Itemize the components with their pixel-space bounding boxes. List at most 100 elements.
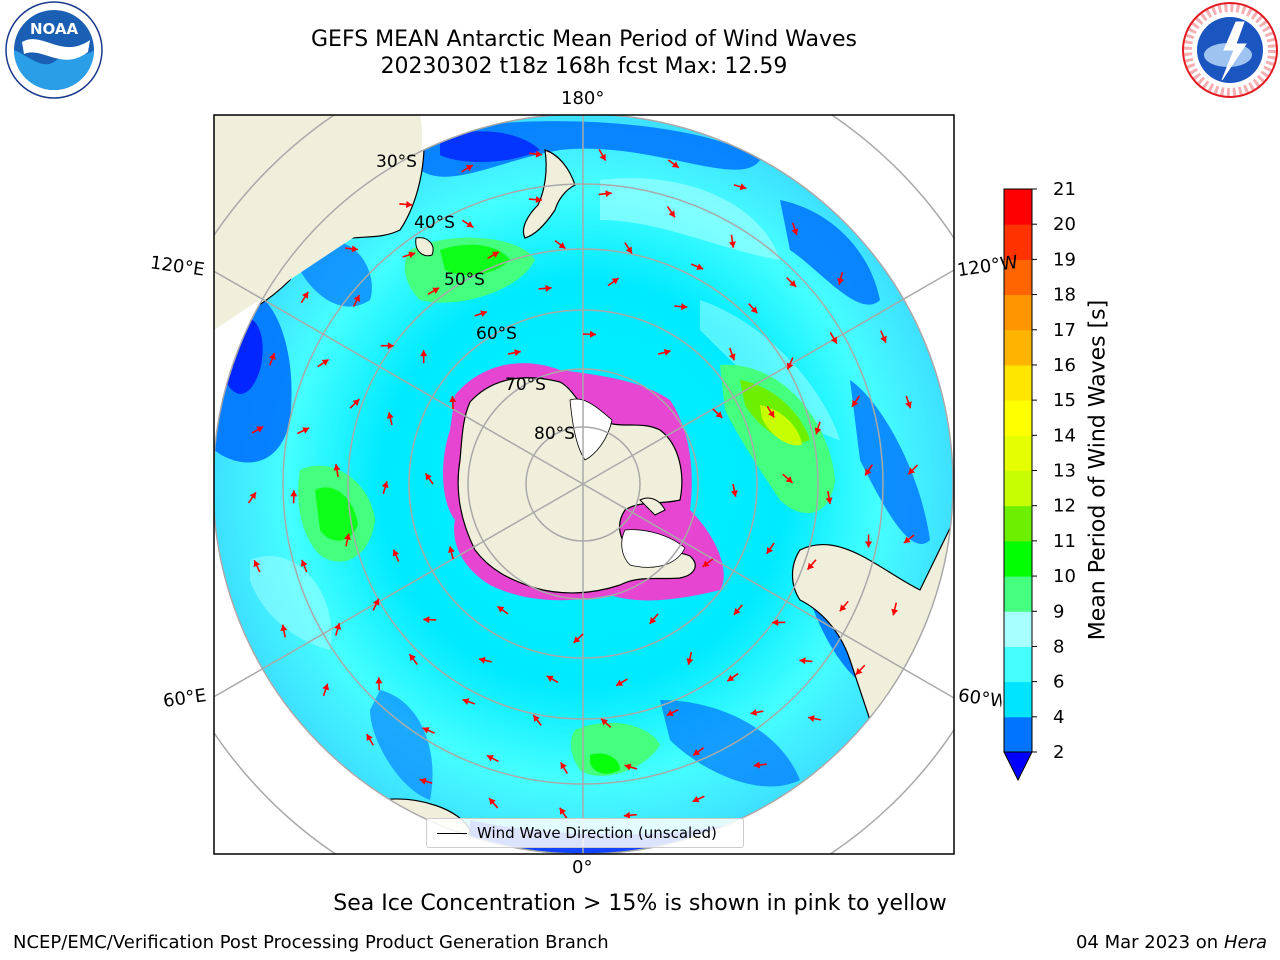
- wave-arrow-head: [573, 636, 581, 643]
- colorbar-segment: [1004, 259, 1032, 296]
- colorbar-extend-triangle: [1003, 751, 1033, 782]
- chart-title: GEFS MEAN Antarctic Mean Period of Wind …: [311, 27, 857, 52]
- wave-arrow-head: [599, 153, 606, 161]
- lat-label-50s: 50°S: [444, 270, 485, 290]
- wave-arrow-head: [333, 464, 341, 471]
- wave-arrow-head: [830, 336, 837, 344]
- wind-wave-arrows: [247, 148, 919, 820]
- wave-arrow-head: [625, 246, 632, 254]
- lon-label-180: 180°: [561, 88, 605, 109]
- colorbar-tick-label: 12: [1053, 496, 1076, 517]
- wave-arrow-head: [387, 342, 394, 350]
- wave-arrow-head: [535, 150, 543, 158]
- wave-arrow-head: [559, 807, 566, 815]
- wave-arrow-head: [908, 467, 916, 475]
- svg-text:NOAA: NOAA: [30, 20, 79, 38]
- credit-text: NCEP/EMC/Verification Post Processing Pr…: [13, 932, 609, 953]
- wave-arrow-head: [772, 619, 779, 627]
- wave-arrow-head: [545, 284, 552, 292]
- wave-arrow-head: [405, 200, 413, 208]
- wave-arrow-head: [375, 677, 383, 684]
- wave-arrow-head: [420, 350, 428, 357]
- wave-arrow-head: [799, 657, 806, 665]
- wave-arrow-head: [409, 654, 416, 661]
- wave-arrow-head: [560, 762, 567, 770]
- wave-arrow-head: [462, 698, 470, 705]
- wave-arrow-head: [753, 761, 761, 769]
- wave-arrow-head: [449, 396, 457, 403]
- wave-arrow-head: [649, 617, 657, 624]
- wave-arrow-head: [729, 241, 736, 248]
- wave-arrow-head: [855, 667, 863, 675]
- wave-arrow-head: [423, 616, 430, 624]
- map-frame: [213, 114, 955, 855]
- wave-arrow-head: [589, 330, 596, 338]
- wave-arrow-head: [668, 210, 675, 218]
- wave-arrow-head: [486, 755, 494, 762]
- colorbar-tick-label: 16: [1053, 355, 1076, 376]
- wave-arrow-head: [492, 251, 499, 258]
- colorbar-segment: [1004, 540, 1032, 577]
- wave-arrow-head: [623, 811, 631, 819]
- nws-logo: [1182, 2, 1278, 98]
- wave-arrow-head: [546, 675, 554, 682]
- colorbar-segment: [1004, 364, 1032, 401]
- wave-arrow-head: [692, 795, 700, 803]
- colorbar-tick-label: 18: [1053, 285, 1076, 306]
- colorbar-segment: [1004, 576, 1032, 612]
- wave-arrow-head: [905, 401, 912, 409]
- wave-arrow-head: [839, 604, 847, 612]
- wave-arrow-head: [696, 263, 704, 270]
- wave-arrow-head: [408, 251, 416, 259]
- colorbar-tick-label: 10: [1053, 566, 1076, 587]
- wave-arrow-head: [611, 278, 619, 285]
- lat-label-70s: 70°S: [505, 375, 546, 395]
- wave-arrow-head: [419, 777, 427, 785]
- wave-arrow-head: [750, 306, 758, 314]
- wave-arrow-head: [334, 623, 342, 630]
- wave-arrow-head: [903, 536, 911, 544]
- wave-arrow-head: [686, 658, 694, 665]
- colorbar-tick-label: 2: [1053, 742, 1064, 763]
- colorbar-tick-label: 19: [1053, 249, 1076, 270]
- wave-arrow-head: [432, 287, 440, 294]
- wave-arrow-head: [702, 560, 710, 567]
- wave-arrow-head: [448, 546, 455, 554]
- colorbar-label: Mean Period of Wind Waves [s]: [1085, 299, 1111, 641]
- wave-arrow-head: [880, 335, 887, 343]
- wave-arrow-head: [715, 411, 723, 418]
- wave-arrow-head: [480, 310, 487, 318]
- colorbar-segment: [1004, 435, 1032, 471]
- wave-arrow-head: [280, 624, 288, 632]
- wave-arrow-head: [681, 303, 688, 311]
- wave-arrow-head: [728, 353, 736, 361]
- wave-arrow-head: [497, 606, 505, 613]
- colorbar-tick-label: 14: [1053, 425, 1076, 446]
- wave-arrow-head: [381, 481, 389, 489]
- wave-arrow-head: [789, 280, 797, 287]
- wave-arrow-head: [465, 165, 473, 172]
- wave-arrow-head: [302, 291, 309, 299]
- sea-ice-caption: Sea Ice Concentration > 15% is shown in …: [333, 891, 947, 916]
- wave-arrow-head: [865, 541, 873, 548]
- wave-arrow-head: [425, 473, 432, 481]
- wave-arrow-head: [302, 427, 310, 434]
- colorbar-segment: [1004, 470, 1032, 507]
- colorbar-segment: [1004, 189, 1032, 225]
- wave-arrow-head: [739, 183, 747, 191]
- wave-arrow-head: [808, 715, 815, 722]
- wave-arrow-head: [825, 497, 833, 504]
- wave-arrow-head: [766, 546, 773, 554]
- wave-arrow-head: [322, 683, 330, 691]
- colorbar-segment: [1004, 505, 1032, 542]
- machine-name: Hera: [1223, 932, 1267, 953]
- lat-label-60s: 60°S: [476, 324, 517, 344]
- colorbar-segment: [1004, 716, 1032, 753]
- colorbar-tick-label: 8: [1053, 636, 1064, 657]
- wave-arrow-head: [321, 359, 329, 366]
- wave-arrow-head: [351, 245, 359, 253]
- colorbar-tick-label: 13: [1053, 461, 1076, 482]
- wave-arrow-head: [422, 727, 430, 734]
- colorbar-segment: [1004, 224, 1032, 260]
